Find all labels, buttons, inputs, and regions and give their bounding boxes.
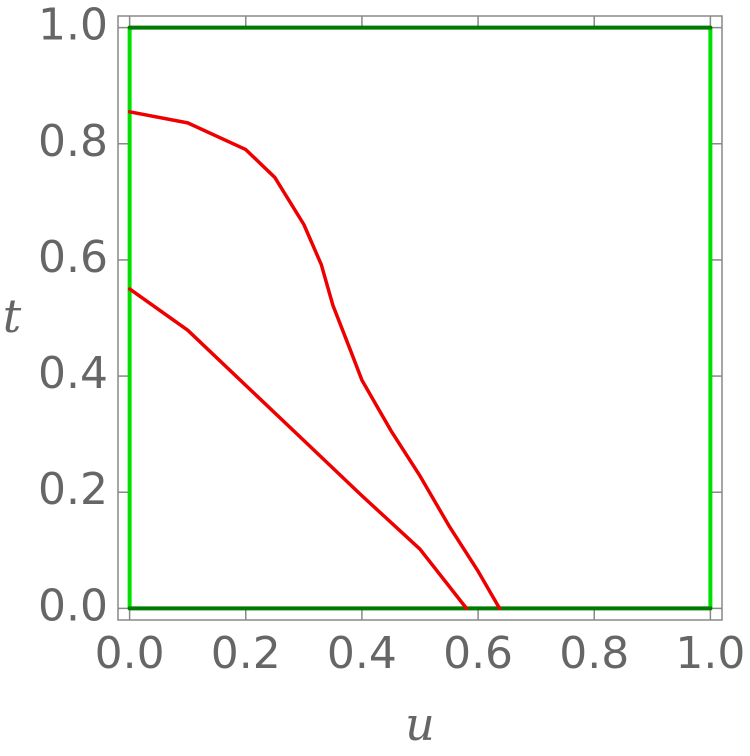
x-axis-label: u — [405, 697, 435, 751]
x-tick-label: 0.0 — [95, 628, 165, 679]
x-tick-label: 0.2 — [211, 628, 281, 679]
x-tick-label: 0.4 — [327, 628, 397, 679]
y-axis-label: t — [3, 289, 22, 343]
y-tick-label: 0.4 — [38, 348, 108, 399]
y-tick-label: 0.8 — [38, 116, 108, 167]
y-tick-label: 1.0 — [38, 0, 108, 51]
y-tick-label: 0.2 — [38, 464, 108, 515]
x-tick-label: 1.0 — [675, 628, 745, 679]
x-tick-label: 0.8 — [559, 628, 629, 679]
plot-frame — [117, 15, 723, 621]
series-line — [127, 287, 469, 611]
series-line — [127, 110, 502, 611]
y-tick-label: 0.0 — [38, 580, 108, 631]
y-tick-label: 0.6 — [38, 232, 108, 283]
x-tick-label: 0.6 — [443, 628, 513, 679]
